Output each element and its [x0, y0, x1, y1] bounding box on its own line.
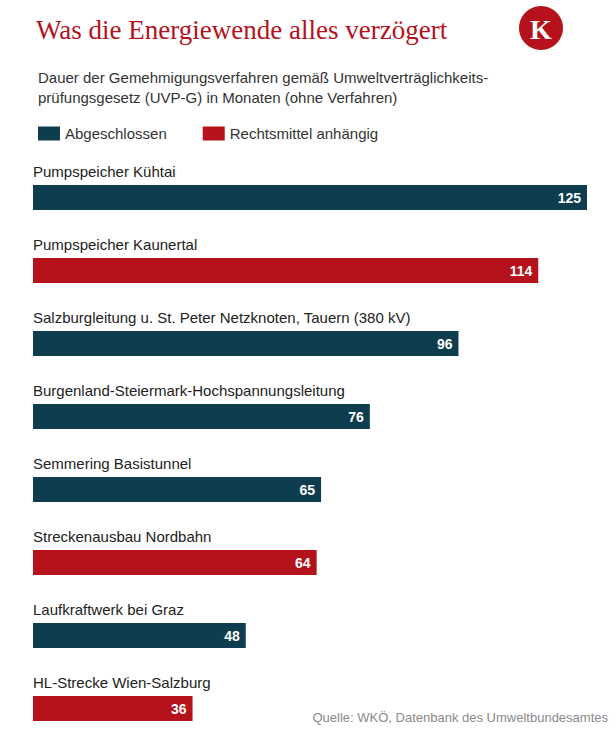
svg-text:HL-Strecke Wien-Salzburg: HL-Strecke Wien-Salzburg: [33, 674, 211, 691]
svg-text:64: 64: [295, 555, 311, 571]
svg-text:114: 114: [510, 263, 533, 279]
svg-text:Burgenland-Steiermark-Hochspan: Burgenland-Steiermark-Hochspannungsleitu…: [33, 382, 345, 399]
svg-text:Laufkraftwerk bei Graz: Laufkraftwerk bei Graz: [33, 601, 184, 618]
svg-text:Dauer der Gemehmigungsverfahre: Dauer der Gemehmigungsverfahren gemäß Um…: [38, 69, 488, 86]
svg-text:96: 96: [437, 336, 453, 352]
svg-text:Streckenausbau Nordbahn: Streckenausbau Nordbahn: [33, 528, 211, 545]
svg-text:125: 125: [558, 190, 582, 206]
svg-text:Rechtsmittel anhängig: Rechtsmittel anhängig: [230, 125, 378, 142]
svg-text:Semmering Basistunnel: Semmering Basistunnel: [33, 455, 191, 472]
svg-text:prüfungsgesetz (UVP-G) in Mona: prüfungsgesetz (UVP-G) in Monaten (ohne …: [38, 89, 397, 106]
svg-text:Pumpspeicher Kühtai: Pumpspeicher Kühtai: [33, 163, 176, 180]
svg-text:36: 36: [171, 701, 187, 717]
svg-text:48: 48: [224, 628, 240, 644]
svg-text:76: 76: [348, 409, 364, 425]
svg-text:Salzburgleitung u. St. Peter N: Salzburgleitung u. St. Peter Netzknoten,…: [33, 309, 410, 326]
svg-text:Abgeschlossen: Abgeschlossen: [65, 125, 167, 142]
svg-text:65: 65: [300, 482, 316, 498]
svg-text:Pumpspeicher Kaunertal: Pumpspeicher Kaunertal: [33, 236, 197, 253]
svg-text:K: K: [530, 14, 552, 45]
svg-text:Was die Energiewende alles ver: Was die Energiewende alles verzögert: [36, 15, 448, 45]
svg-text:Quelle: WKÖ, Datenbank des Umw: Quelle: WKÖ, Datenbank des Umweltbundesa…: [312, 710, 608, 725]
